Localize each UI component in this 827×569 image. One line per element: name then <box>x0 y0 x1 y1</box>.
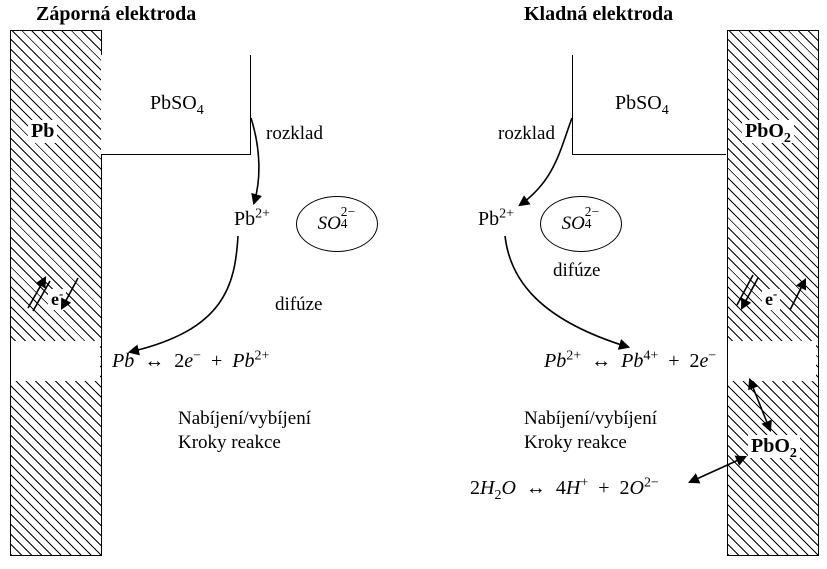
positive-electron-arrows <box>737 275 805 310</box>
positive-decomposition-arrow <box>520 118 572 205</box>
diagram-stage: Záporná elektroda Kladná elektroda Pb Pb… <box>0 0 827 569</box>
negative-electron-arrows <box>28 278 78 311</box>
positive-diffusion-arrow <box>505 236 628 347</box>
negative-decomposition-arrow <box>251 118 259 203</box>
arrow-overlay <box>0 0 827 569</box>
water-to-pbo2-arrow <box>690 457 745 482</box>
negative-diffusion-arrow <box>130 236 238 352</box>
positive-reaction-to-pbo2-arrow <box>750 380 770 430</box>
